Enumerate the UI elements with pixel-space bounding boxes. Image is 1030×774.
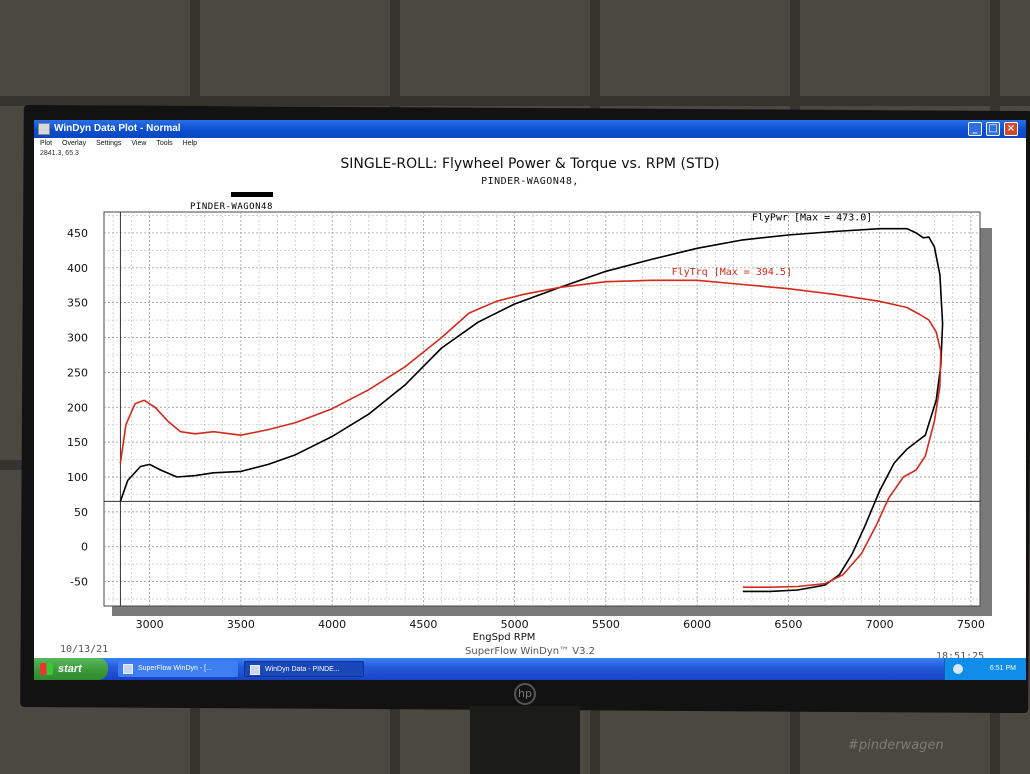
x-tick-label: 3500 [227, 618, 255, 631]
x-tick-label: 5000 [501, 618, 529, 631]
y-tick-label: 100 [67, 471, 88, 484]
menu-settings[interactable]: Settings [96, 140, 122, 147]
windows-logo-icon [40, 663, 53, 675]
watermark: #pinderwagen [848, 738, 944, 753]
y-tick-label: 0 [81, 541, 88, 554]
y-tick-label: 450 [67, 227, 88, 240]
menu-overlay[interactable]: Overlay [62, 140, 87, 147]
hp-logo-icon: hp [514, 683, 536, 705]
power-curve [119, 227, 944, 593]
app-version: SuperFlow WinDyn™ V3.2 [465, 646, 595, 657]
monitor-stand [470, 706, 580, 774]
y-tick-label: 300 [67, 332, 88, 345]
y-tick-label: 250 [67, 366, 88, 379]
minimize-button[interactable]: _ [968, 122, 982, 136]
x-tick-label: 6500 [774, 618, 802, 631]
app-window-icon [123, 664, 133, 674]
taskbar-item-superflow[interactable]: SuperFlow WinDyn - [... [118, 661, 238, 677]
menu-plot[interactable]: Plot [40, 140, 53, 147]
torque-curve [119, 279, 942, 588]
chart-subtitle: PINDER-WAGON48, [481, 176, 579, 187]
mortar-line [0, 96, 1030, 106]
cursor-readout: 2841.3, 65.3 [40, 150, 79, 157]
torque-max-annotation: FlyTrq [Max = 394.5] [672, 267, 792, 278]
screen: WinDyn Data Plot - Normal _ □ × Plot Ove… [34, 120, 1026, 680]
y-tick-label: -50 [70, 576, 88, 589]
menu-bar: Plot Overlay Settings View Tools Help [34, 138, 1026, 150]
x-tick-label: 4500 [409, 618, 437, 631]
x-tick-label: 3000 [136, 618, 164, 631]
plot-shadow [980, 228, 992, 614]
y-tick-label: 400 [67, 262, 88, 275]
x-tick-label: 7000 [866, 618, 894, 631]
app-icon [38, 123, 50, 135]
network-icon[interactable] [953, 664, 963, 674]
y-tick-label: 50 [74, 506, 88, 519]
window-title: WinDyn Data Plot - Normal [54, 123, 181, 134]
dyno-plot[interactable]: 3000 3500 4000 4500 5000 5500 6000 6500 7000 7500… [34, 120, 1026, 644]
system-tray: 6:51 PM [944, 658, 1026, 680]
tray-clock: 6:51 PM [989, 665, 1016, 672]
start-label: start [58, 663, 82, 675]
run-date: 10/13/21 [60, 644, 109, 655]
run-legend-swatch [231, 192, 273, 197]
x-tick-label: 6000 [683, 618, 711, 631]
x-tick-label: 5500 [592, 618, 620, 631]
x-tick-label: 7500 [957, 618, 985, 631]
menu-view[interactable]: View [131, 140, 147, 147]
close-button[interactable]: × [1004, 122, 1018, 136]
taskbar-item-windyn-data[interactable]: WinDyn Data - PINDE... [244, 661, 364, 677]
maximize-button[interactable]: □ [986, 122, 1000, 136]
plot-frame [103, 211, 981, 607]
menu-tools[interactable]: Tools [156, 140, 173, 147]
y-tick-label: 350 [67, 297, 88, 310]
start-button[interactable]: start [34, 658, 108, 680]
taskbar-item-label: SuperFlow WinDyn - [... [138, 665, 212, 672]
x-tick-label: 4000 [318, 618, 346, 631]
y-tick-label: 150 [67, 436, 88, 449]
y-tick-label: 200 [67, 401, 88, 414]
plot-shadow [112, 606, 992, 616]
menu-help[interactable]: Help [182, 140, 198, 147]
x-axis-label: EngSpd RPM [473, 632, 536, 643]
window-titlebar[interactable]: WinDyn Data Plot - Normal _ □ × [34, 120, 1026, 138]
run-time: 18:51:25 [936, 651, 985, 662]
taskbar-item-label: WinDyn Data - PINDE... [265, 666, 340, 673]
taskbar: start SuperFlow WinDyn - [... WinDyn Dat… [34, 658, 1026, 680]
run-legend-label: PINDER-WAGON48 [190, 202, 273, 212]
power-max-annotation: FlyPwr [Max = 473.0] [752, 212, 872, 223]
app-window-icon [250, 665, 260, 675]
chart-title: SINGLE-ROLL: Flywheel Power & Torque vs.… [340, 156, 720, 172]
